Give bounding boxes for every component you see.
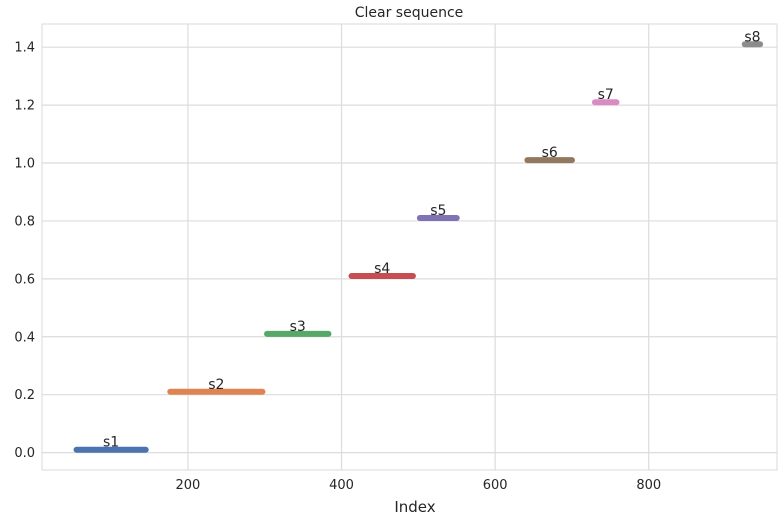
series-segments bbox=[73, 41, 764, 453]
label-s1: s1 bbox=[103, 435, 119, 451]
label-s2: s2 bbox=[208, 377, 224, 393]
x-tick-label: 200 bbox=[176, 478, 201, 493]
x-tick-label: 800 bbox=[636, 478, 661, 493]
label-s8: s8 bbox=[744, 29, 760, 45]
x-tick-labels: 200 400 600 800 bbox=[176, 478, 662, 493]
label-s5: s5 bbox=[430, 203, 446, 219]
x-axis-title: Index bbox=[394, 498, 435, 516]
y-tick-label: 0.8 bbox=[14, 214, 35, 229]
y-tick-label: 1.2 bbox=[14, 99, 35, 114]
x-tick-label: 400 bbox=[329, 478, 354, 493]
series-labels: s1 s2 s3 s4 s5 s6 s7 s8 bbox=[103, 29, 761, 450]
y-tick-label: 0.2 bbox=[14, 388, 35, 403]
y-tick-labels: 0.0 0.2 0.4 0.6 0.8 1.0 1.2 1.4 bbox=[14, 41, 35, 461]
y-tick-label: 1.4 bbox=[14, 41, 35, 56]
y-tick-label: 0.6 bbox=[14, 272, 35, 287]
x-tick-label: 600 bbox=[483, 478, 508, 493]
y-tick-label: 0.4 bbox=[14, 330, 35, 345]
grid bbox=[42, 24, 777, 470]
chart-title: Clear sequence bbox=[355, 5, 464, 21]
y-tick-label: 1.0 bbox=[14, 157, 35, 172]
label-s4: s4 bbox=[374, 261, 390, 277]
y-tick-label: 0.0 bbox=[14, 446, 35, 461]
label-s3: s3 bbox=[290, 319, 306, 335]
label-s6: s6 bbox=[542, 145, 558, 161]
label-s7: s7 bbox=[598, 87, 614, 103]
plot-area-frame bbox=[41, 23, 778, 471]
